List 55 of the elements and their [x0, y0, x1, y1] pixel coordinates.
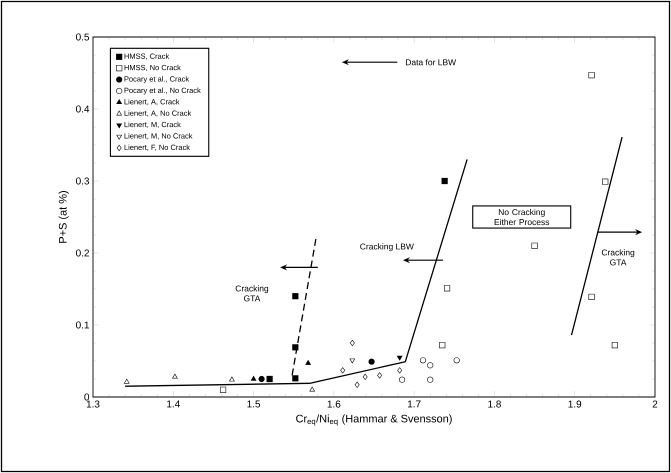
x-tick-label: 1.7: [408, 400, 421, 408]
x-tick-label: 1.6: [328, 400, 340, 408]
point: [220, 386, 226, 393]
point: [362, 374, 368, 380]
annotation: Cracking GTA: [602, 249, 634, 266]
annotation: No Cracking Either Process: [494, 208, 550, 226]
x-axis-title: Cr$_{eq}$/Ni$_{eq}$ (Hammar & Svensson): [296, 414, 452, 426]
point: [612, 342, 618, 348]
point: [266, 376, 273, 382]
x-tick-label: 1.4: [167, 400, 180, 408]
point: [229, 376, 235, 382]
y-tick-label: 0.3: [76, 177, 90, 185]
point: [396, 356, 402, 360]
point: [602, 178, 608, 185]
point: [531, 242, 538, 249]
point: [444, 285, 450, 292]
point: [292, 293, 298, 300]
point: [397, 367, 402, 374]
annotation: Data for LBW: [406, 59, 456, 66]
point: [588, 72, 595, 78]
x-tick-label: 1.8: [488, 400, 501, 408]
point: [427, 362, 434, 368]
point: [420, 357, 426, 364]
point: [305, 360, 311, 365]
y-axis-title: P+S (at %): [58, 191, 69, 243]
point: [427, 376, 434, 383]
point: [588, 294, 595, 300]
point: [250, 376, 256, 381]
point: [454, 357, 460, 364]
x-tick-label: 2: [652, 400, 658, 408]
point: [399, 376, 406, 383]
x-tick-label: 1.3: [86, 400, 100, 408]
point: [340, 367, 346, 374]
point: [124, 378, 130, 384]
point: [172, 374, 178, 379]
y-tick-label: 0.1: [76, 321, 90, 329]
point: [292, 375, 298, 382]
point: [309, 386, 315, 392]
annotation: Cracking GTA: [236, 285, 268, 302]
point: [350, 358, 356, 364]
point: [354, 382, 360, 388]
x-tick-label: 1.9: [568, 400, 582, 408]
point: [439, 342, 446, 348]
y-tick-label: 0.2: [76, 249, 89, 257]
y-tick-label: 0.4: [76, 105, 90, 113]
point: [350, 340, 355, 346]
y-tick-label: 0: [84, 393, 90, 401]
point: [377, 372, 382, 378]
point: [258, 376, 265, 382]
point: [292, 344, 298, 350]
point: [442, 178, 448, 184]
y-tick-label: 0.5: [76, 33, 90, 41]
x-tick-label: 1.5: [247, 400, 260, 408]
annotation: Cracking LBW: [360, 243, 414, 252]
point: [368, 358, 375, 365]
